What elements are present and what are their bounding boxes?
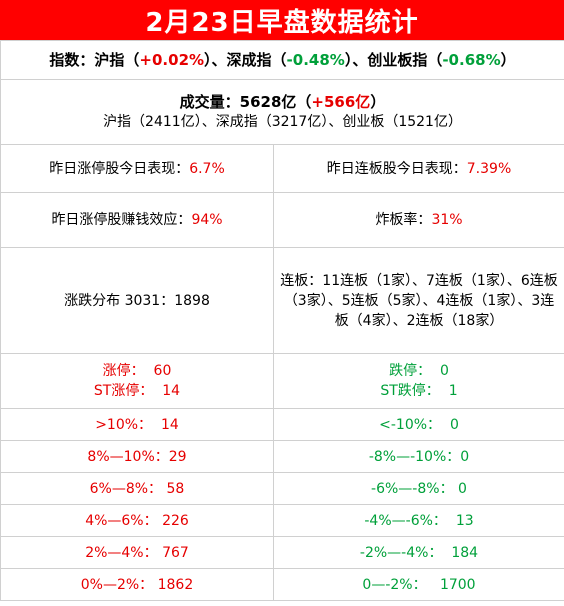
break-rate-cell: 炸板率：31%: [272, 192, 564, 248]
range-row: 0%—2%： 1862 0—-2%： 1700: [0, 568, 564, 601]
performance-row: 昨日涨停股今日表现：6.7% 昨日连板股今日表现：7.39%: [0, 144, 564, 193]
range-down-label: <-10%：: [379, 416, 442, 433]
volume-line: 成交量：5628亿（+566亿）: [5, 92, 560, 112]
range-down-value: 0: [449, 416, 459, 433]
range-up-value: 29: [168, 448, 187, 465]
range-row: 6%—8%： 58 -6%—-8%： 0: [0, 472, 564, 505]
range-up-cell: 8%—10%：29: [0, 440, 274, 473]
break-rate-value: 31%: [431, 212, 463, 228]
distribution-cell: 涨跌分布 3031：1898: [0, 247, 274, 354]
range-up-label: 0%—2%：: [80, 576, 154, 593]
profit-value: 94%: [191, 212, 223, 228]
range-down-cell: -2%—-4%： 184: [272, 536, 564, 569]
distribution-row: 涨跌分布 3031：1898 连板：11连板（1家）、7连板（1家）、6连板（3…: [0, 247, 564, 354]
index-suffix: ）: [500, 51, 516, 69]
consec-today-cell: 昨日连板股今日表现：7.39%: [272, 144, 564, 193]
st-limit-up-label: ST涨停：: [93, 383, 154, 399]
sheet-title: 2月23日早盘数据统计: [0, 0, 564, 40]
index-cy-value: -0.68%: [442, 51, 501, 69]
range-up-label: >10%：: [95, 416, 153, 433]
range-down-value: 184: [451, 544, 479, 561]
range-down-value: 0: [460, 448, 470, 465]
st-limit-down-line: ST跌停： 1: [278, 381, 560, 401]
range-down-label: 0—-2%：: [362, 576, 427, 593]
range-up-value: 1862: [157, 576, 194, 593]
range-up-value: 14: [160, 416, 179, 433]
range-up-label: 4%—6%：: [85, 512, 158, 529]
limit-up-today-value: 6.7%: [189, 160, 225, 177]
range-up-cell: 6%—8%： 58: [0, 472, 274, 505]
range-down-label: -4%—-6%：: [364, 512, 447, 529]
break-rate-label: 炸板率：: [375, 212, 432, 228]
range-down-cell: 0—-2%： 1700: [272, 568, 564, 601]
consecutive-detail-cell: 连板：11连板（1家）、7连板（1家）、6连板（3家）、5连板（5家）、4连板（…: [272, 247, 564, 354]
volume-label: 成交量：5628亿（: [179, 93, 312, 111]
limit-up-value: 60: [153, 363, 172, 379]
range-down-cell: <-10%： 0: [272, 408, 564, 441]
limit-down-line: 跌停： 0: [278, 361, 560, 381]
st-limit-up-line: ST涨停： 14: [5, 381, 269, 401]
range-up-value: 226: [162, 512, 189, 529]
range-down-cell: -6%—-8%： 0: [272, 472, 564, 505]
st-limit-down-label: ST跌停：: [380, 383, 440, 399]
profit-row: 昨日涨停股赚钱效应：94% 炸板率：31%: [0, 192, 564, 248]
range-up-label: 8%—10%：: [87, 448, 169, 465]
range-up-label: 2%—4%：: [85, 544, 158, 561]
volume-detail: 沪指（2411亿）、深成指（3217亿）、创业板（1521亿）: [103, 114, 462, 130]
limit-up-line: 涨停： 60: [5, 361, 269, 381]
range-row: >10%： 14 <-10%： 0: [0, 408, 564, 441]
index-sh-value: +0.02%: [139, 51, 205, 69]
limit-up-label: 涨停：: [102, 363, 145, 379]
range-up-cell: 4%—6%： 226: [0, 504, 274, 537]
st-limit-down-value: 1: [448, 383, 458, 399]
index-prefix: 指数：沪指（: [49, 51, 140, 69]
range-up-cell: 0%—2%： 1862: [0, 568, 274, 601]
limit-down-cell: 跌停： 0 ST跌停： 1: [272, 353, 564, 409]
range-down-label: -2%—-4%：: [359, 544, 443, 561]
limit-down-label: 跌停：: [389, 363, 432, 379]
volume-cell: 成交量：5628亿（+566亿） 沪指（2411亿）、深成指（3217亿）、创业…: [0, 79, 564, 145]
range-up-value: 767: [162, 544, 189, 561]
consec-today-value: 7.39%: [466, 160, 512, 177]
range-down-label: -8%—-10%：: [368, 448, 461, 465]
index-sep-1: ）、深成指（: [204, 51, 287, 69]
range-up-value: 58: [166, 480, 185, 497]
consec-today-label: 昨日连板股今日表现：: [326, 160, 467, 177]
limit-up-cell: 涨停： 60 ST涨停： 14: [0, 353, 274, 409]
limit-down-value: 0: [440, 363, 449, 379]
range-up-label: 6%—8%：: [89, 480, 163, 497]
range-up-cell: 2%—4%： 767: [0, 536, 274, 569]
range-down-cell: -8%—-10%：0: [272, 440, 564, 473]
index-cell: 指数：沪指（+0.02%）、深成指（-0.48%）、创业板指（-0.68%）: [0, 40, 564, 80]
range-down-cell: -4%—-6%： 13: [272, 504, 564, 537]
range-row: 2%—4%： 767 -2%—-4%： 184: [0, 536, 564, 569]
profit-cell: 昨日涨停股赚钱效应：94%: [0, 192, 274, 248]
profit-label: 昨日涨停股赚钱效应：: [51, 212, 192, 228]
volume-close: ）: [370, 93, 386, 111]
stats-table: 指数：沪指（+0.02%）、深成指（-0.48%）、创业板指（-0.68%） 成…: [0, 40, 564, 601]
index-row: 指数：沪指（+0.02%）、深成指（-0.48%）、创业板指（-0.68%）: [0, 40, 564, 80]
range-down-label: -6%—-8%：: [371, 480, 454, 497]
volume-delta: +566亿: [311, 93, 371, 111]
limit-up-today-cell: 昨日涨停股今日表现：6.7%: [0, 144, 274, 193]
range-up-cell: >10%： 14: [0, 408, 274, 441]
range-row: 4%—6%： 226 -4%—-6%： 13: [0, 504, 564, 537]
range-row: 8%—10%：29 -8%—-10%：0: [0, 440, 564, 473]
index-sep-2: ）、创业板指（: [344, 51, 443, 69]
limit-row: 涨停： 60 ST涨停： 14 跌停： 0 ST跌停： 1: [0, 353, 564, 409]
index-sz-value: -0.48%: [286, 51, 345, 69]
st-limit-up-value: 14: [162, 383, 181, 399]
volume-row: 成交量：5628亿（+566亿） 沪指（2411亿）、深成指（3217亿）、创业…: [0, 79, 564, 145]
range-down-value: 1700: [439, 576, 476, 593]
limit-up-today-label: 昨日涨停股今日表现：: [49, 160, 190, 177]
range-down-value: 13: [455, 512, 474, 529]
range-down-value: 0: [458, 480, 467, 497]
